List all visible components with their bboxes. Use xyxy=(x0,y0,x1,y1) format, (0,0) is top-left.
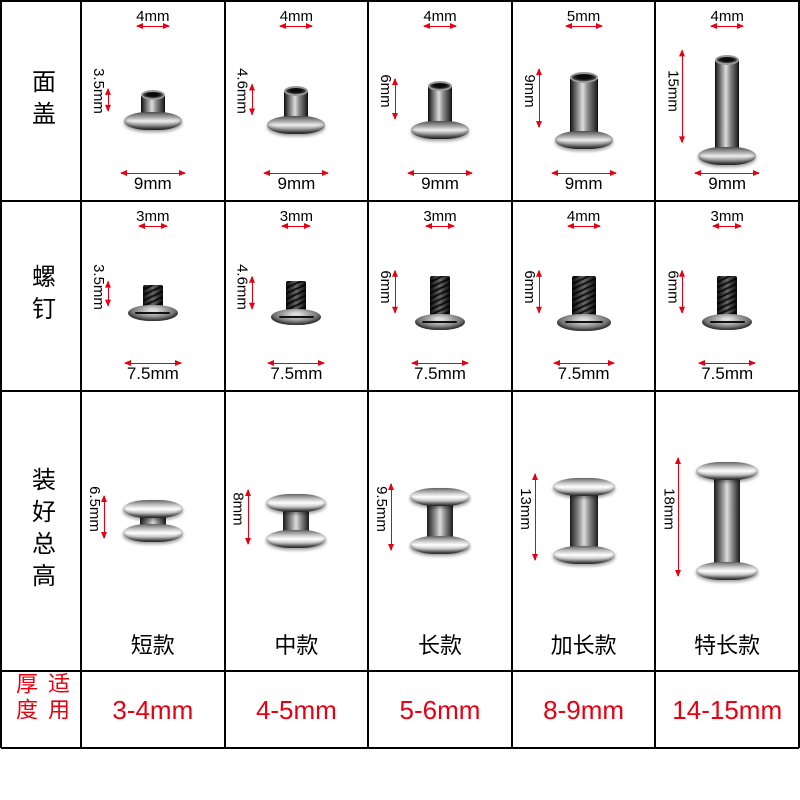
dim-assy-side: 13mm xyxy=(517,488,534,530)
variant-label: 加长款 xyxy=(551,628,617,660)
assy-cell-2: 9.5mm 长款 xyxy=(368,391,512,671)
dim-assy-side: 6.5mm xyxy=(86,486,103,532)
thickness-cell-1: 4-5mm xyxy=(225,671,369,749)
dim-screw-top: 3mm xyxy=(423,208,456,225)
screw-cell-3: 4mm 6mm 7.5mm xyxy=(512,201,656,391)
dim-cap-top: 5mm xyxy=(567,8,600,25)
dim-cap-top: 4mm xyxy=(423,8,456,25)
thickness-cell-3: 8-9mm xyxy=(512,671,656,749)
thickness-cell-0: 3-4mm xyxy=(81,671,225,749)
screw-cell-1: 3mm 4.6mm 7.5mm xyxy=(225,201,369,391)
dim-screw-side: 6mm xyxy=(664,270,681,303)
cap-cell-1: 4mm 4.6mm 9mm xyxy=(225,1,369,201)
row-header: 螺钉 xyxy=(24,264,59,328)
dim-screw-bottom: 7.5mm xyxy=(270,364,322,384)
assy-cell-1: 8mm 中款 xyxy=(225,391,369,671)
row-header: 装好总高 xyxy=(24,467,59,595)
thickness-cell-2: 5-6mm xyxy=(368,671,512,749)
dim-cap-side: 6mm xyxy=(377,74,394,107)
dim-cap-top: 4mm xyxy=(136,8,169,25)
spec-grid: 面盖 4mm 3.5mm 9mm 4mm 4.6mm 9mm 4mm 6mm 9mm 5mm 9mm 9… xyxy=(0,0,800,748)
dim-cap-side: 15mm xyxy=(664,70,681,112)
dim-cap-bottom: 9mm xyxy=(421,174,459,194)
screw-cell-0: 3mm 3.5mm 7.5mm xyxy=(81,201,225,391)
dim-cap-bottom: 9mm xyxy=(134,174,172,194)
row-header: 面盖 xyxy=(24,69,59,133)
dim-screw-top: 3mm xyxy=(280,208,313,225)
cap-cell-2: 4mm 6mm 9mm xyxy=(368,1,512,201)
thickness-cell-4: 14-15mm xyxy=(655,671,799,749)
dim-assy-side: 9.5mm xyxy=(373,486,390,532)
variant-label: 长款 xyxy=(418,628,462,660)
dim-cap-side: 3.5mm xyxy=(90,68,107,114)
screw-cell-2: 3mm 6mm 7.5mm xyxy=(368,201,512,391)
dim-screw-top: 4mm xyxy=(567,208,600,225)
row-header: 适用厚度 xyxy=(9,672,73,748)
dim-cap-bottom: 9mm xyxy=(278,174,316,194)
dim-cap-side: 9mm xyxy=(521,74,538,107)
dim-screw-bottom: 7.5mm xyxy=(701,364,753,384)
assy-cell-3: 13mm 加长款 xyxy=(512,391,656,671)
cap-cell-0: 4mm 3.5mm 9mm xyxy=(81,1,225,201)
dim-cap-bottom: 9mm xyxy=(708,174,746,194)
dim-assy-side: 18mm xyxy=(660,488,677,530)
variant-label: 特长款 xyxy=(694,628,760,660)
assy-cell-0: 6.5mm 短款 xyxy=(81,391,225,671)
dim-screw-top: 3mm xyxy=(136,208,169,225)
dim-screw-top: 3mm xyxy=(711,208,744,225)
assy-cell-4: 18mm 特长款 xyxy=(655,391,799,671)
variant-label: 短款 xyxy=(131,628,175,660)
cap-cell-4: 4mm 15mm 9mm xyxy=(655,1,799,201)
dim-screw-bottom: 7.5mm xyxy=(127,364,179,384)
dim-screw-bottom: 7.5mm xyxy=(414,364,466,384)
dim-cap-top: 4mm xyxy=(280,8,313,25)
dim-screw-side: 4.6mm xyxy=(234,264,251,310)
dim-screw-side: 6mm xyxy=(521,270,538,303)
dim-cap-side: 4.6mm xyxy=(234,68,251,114)
cap-cell-3: 5mm 9mm 9mm xyxy=(512,1,656,201)
dim-screw-side: 6mm xyxy=(377,270,394,303)
dim-cap-bottom: 9mm xyxy=(565,174,603,194)
screw-cell-4: 3mm 6mm 7.5mm xyxy=(655,201,799,391)
dim-assy-side: 8mm xyxy=(230,492,247,525)
dim-screw-bottom: 7.5mm xyxy=(558,364,610,384)
dim-cap-top: 4mm xyxy=(711,8,744,25)
variant-label: 中款 xyxy=(274,628,318,660)
dim-screw-side: 3.5mm xyxy=(90,264,107,310)
